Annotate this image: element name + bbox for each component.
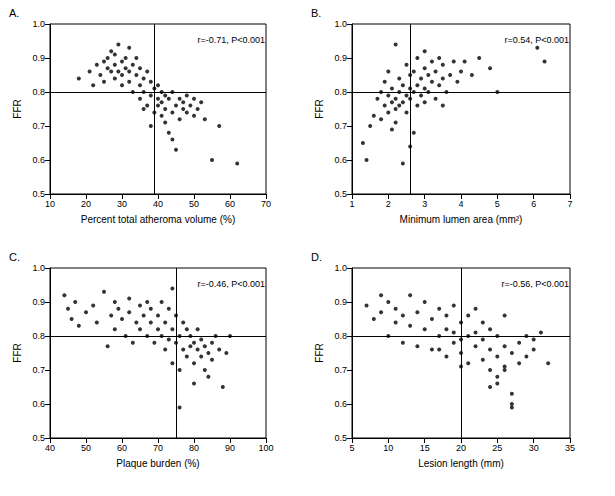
svg-text:FFR: FFR bbox=[12, 343, 23, 362]
svg-text:0.5: 0.5 bbox=[334, 433, 347, 443]
svg-text:Minimum lumen area (mm²): Minimum lumen area (mm²) bbox=[400, 214, 523, 225]
svg-text:1.0: 1.0 bbox=[334, 19, 347, 29]
svg-text:FFR: FFR bbox=[314, 343, 325, 362]
svg-text:C.: C. bbox=[9, 251, 20, 263]
svg-text:0.8: 0.8 bbox=[334, 331, 347, 341]
svg-text:80: 80 bbox=[189, 443, 199, 453]
svg-text:20: 20 bbox=[81, 199, 91, 209]
svg-text:0.9: 0.9 bbox=[32, 297, 45, 307]
svg-text:90: 90 bbox=[225, 443, 235, 453]
svg-text:B.: B. bbox=[311, 7, 321, 19]
svg-text:1.0: 1.0 bbox=[32, 19, 45, 29]
svg-text:40: 40 bbox=[153, 199, 163, 209]
svg-text:0.7: 0.7 bbox=[32, 365, 45, 375]
svg-text:r=-0.71, P<0.001: r=-0.71, P<0.001 bbox=[197, 35, 265, 45]
svg-text:60: 60 bbox=[225, 199, 235, 209]
svg-text:6: 6 bbox=[531, 199, 536, 209]
svg-text:1.0: 1.0 bbox=[32, 263, 45, 273]
svg-text:0.5: 0.5 bbox=[32, 433, 45, 443]
svg-text:35: 35 bbox=[565, 443, 575, 453]
svg-text:10: 10 bbox=[383, 443, 393, 453]
svg-text:0.7: 0.7 bbox=[334, 121, 347, 131]
svg-text:0.6: 0.6 bbox=[32, 155, 45, 165]
svg-text:0.8: 0.8 bbox=[32, 87, 45, 97]
svg-text:0.9: 0.9 bbox=[32, 53, 45, 63]
svg-text:r=-0.46, P<0.001: r=-0.46, P<0.001 bbox=[197, 279, 265, 289]
svg-text:FFR: FFR bbox=[314, 99, 325, 118]
svg-text:1.0: 1.0 bbox=[334, 263, 347, 273]
svg-text:4: 4 bbox=[458, 199, 463, 209]
svg-text:Lesion length (mm): Lesion length (mm) bbox=[418, 458, 504, 469]
svg-text:7: 7 bbox=[567, 199, 572, 209]
svg-text:50: 50 bbox=[189, 199, 199, 209]
svg-text:30: 30 bbox=[529, 443, 539, 453]
svg-text:60: 60 bbox=[117, 443, 127, 453]
svg-text:0.9: 0.9 bbox=[334, 53, 347, 63]
svg-text:0.6: 0.6 bbox=[32, 399, 45, 409]
svg-text:r=0.54, P<0.001: r=0.54, P<0.001 bbox=[504, 35, 569, 45]
svg-text:0.6: 0.6 bbox=[334, 155, 347, 165]
svg-text:0.7: 0.7 bbox=[334, 365, 347, 375]
svg-text:5: 5 bbox=[349, 443, 354, 453]
svg-text:D.: D. bbox=[311, 251, 322, 263]
svg-text:0.9: 0.9 bbox=[334, 297, 347, 307]
svg-text:0.6: 0.6 bbox=[334, 399, 347, 409]
svg-text:30: 30 bbox=[117, 199, 127, 209]
svg-text:Percent total atheroma volume: Percent total atheroma volume (%) bbox=[81, 214, 236, 225]
svg-text:0.8: 0.8 bbox=[334, 87, 347, 97]
svg-text:70: 70 bbox=[153, 443, 163, 453]
svg-text:100: 100 bbox=[258, 443, 273, 453]
svg-text:40: 40 bbox=[45, 443, 55, 453]
svg-text:0.5: 0.5 bbox=[32, 189, 45, 199]
svg-text:15: 15 bbox=[420, 443, 430, 453]
svg-text:0.5: 0.5 bbox=[334, 189, 347, 199]
svg-text:r=-0.56, P<0.001: r=-0.56, P<0.001 bbox=[501, 279, 569, 289]
svg-text:1: 1 bbox=[349, 199, 354, 209]
svg-text:2: 2 bbox=[386, 199, 391, 209]
svg-text:A.: A. bbox=[9, 7, 19, 19]
svg-text:70: 70 bbox=[261, 199, 271, 209]
svg-text:0.7: 0.7 bbox=[32, 121, 45, 131]
svg-text:FFR: FFR bbox=[12, 99, 23, 118]
svg-text:20: 20 bbox=[456, 443, 466, 453]
svg-text:25: 25 bbox=[492, 443, 502, 453]
svg-text:3: 3 bbox=[422, 199, 427, 209]
svg-text:0.8: 0.8 bbox=[32, 331, 45, 341]
svg-text:50: 50 bbox=[81, 443, 91, 453]
svg-text:Plaque burden (%): Plaque burden (%) bbox=[116, 458, 199, 469]
svg-text:5: 5 bbox=[495, 199, 500, 209]
svg-text:10: 10 bbox=[45, 199, 55, 209]
